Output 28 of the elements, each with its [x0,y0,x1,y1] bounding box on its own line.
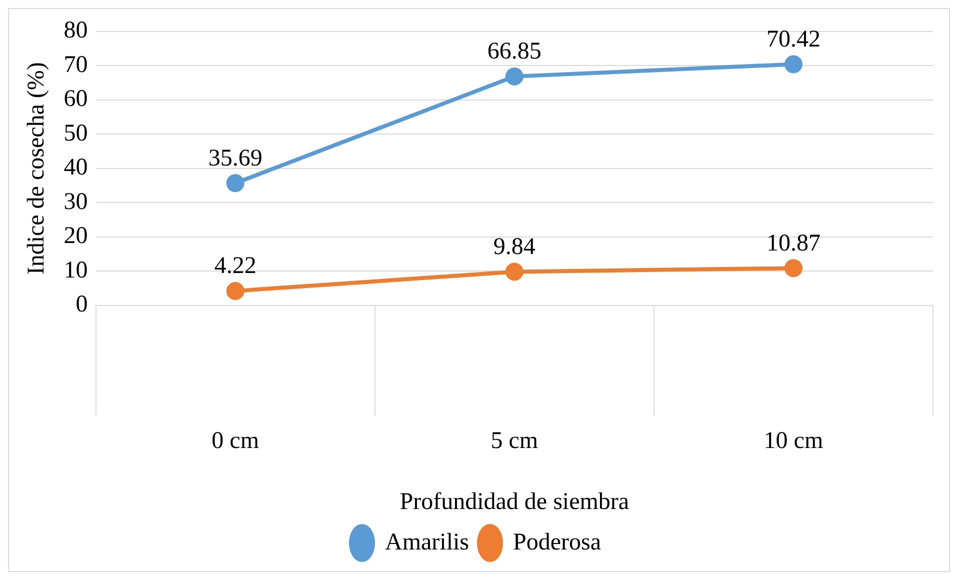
data-label: 70.42 [766,26,820,53]
y-axis-title: Indice de cosecha (%) [24,62,50,275]
x-tick-label: 5 cm [490,428,538,454]
y-tick-label: 60 [64,86,88,112]
y-tick-label: 10 [64,257,88,284]
x-axis-title: Profundidad de siembra [400,488,630,515]
data-label: 10.87 [766,230,820,256]
y-tick-label: 50 [64,120,88,146]
y-tick-label: 20 [64,223,88,250]
point [226,282,244,300]
legend-label: Poderosa [513,529,602,556]
x-tick-label: 0 cm [212,428,260,454]
point [505,262,524,281]
y-tick-label: 70 [64,52,88,78]
data-label: 9.84 [493,234,536,260]
data-label: 35.69 [208,145,262,172]
y-tick-label: 40 [64,154,88,181]
data-label: 66.85 [487,38,542,65]
point [784,55,802,74]
data-label: 4.22 [214,253,256,280]
y-tick-label: 30 [64,188,88,215]
y-tick-label: 0 [76,292,88,318]
y-tick-label: 80 [64,18,88,44]
point [505,67,524,86]
point [226,174,244,192]
x-tick-label: 10 cm [764,428,824,454]
legend-label: Amarilis [385,529,470,556]
point [784,259,802,278]
